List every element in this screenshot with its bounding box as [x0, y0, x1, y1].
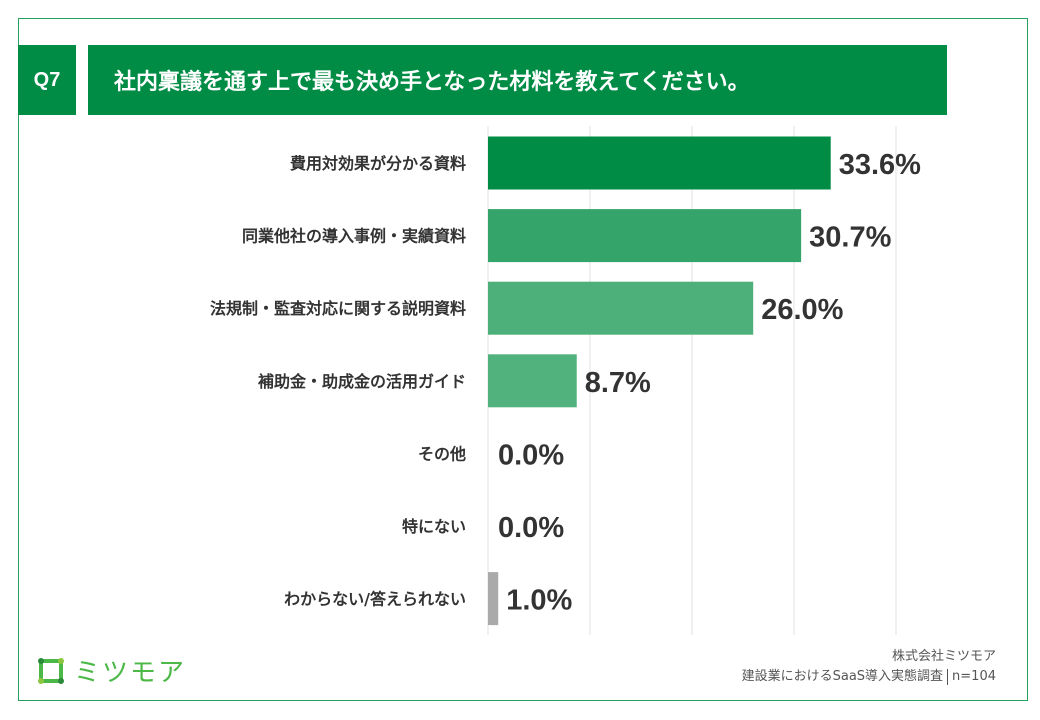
question-title: 社内稟議を通す上で最も決め手となった材料を教えてください。 [88, 45, 947, 115]
data-label: 30.7% [809, 222, 891, 254]
category-label: 法規制・監査対応に関する説明資料 [210, 299, 466, 318]
category-label: 費用対効果が分かる資料 [290, 154, 466, 173]
data-label: 0.0% [498, 439, 564, 471]
frame [18, 18, 1028, 701]
bar [488, 354, 577, 408]
category-label: わからない/答えられない [284, 590, 466, 609]
survey-name: 建設業におけるSaaS導入実態調査 [741, 669, 944, 684]
company-name: 株式会社ミツモア [891, 649, 996, 664]
data-label: 26.0% [761, 294, 843, 326]
sample-size: n=104 [952, 669, 996, 684]
data-label: 33.6% [839, 149, 921, 181]
logo: ミツモア [36, 652, 186, 689]
bar [488, 281, 754, 335]
bar [488, 572, 499, 626]
data-label: 0.0% [498, 512, 564, 544]
category-label: その他 [418, 444, 466, 463]
divider [947, 668, 949, 685]
footer-info: 株式会社ミツモア 建設業におけるSaaS導入実態調査 n=104 [742, 647, 996, 687]
category-label: 同業他社の導入事例・実績資料 [242, 227, 466, 246]
category-label: 補助金・助成金の活用ガイド [257, 372, 466, 391]
category-label: 特にない [402, 517, 466, 536]
bar [488, 136, 831, 190]
question-number: Q7 [18, 45, 76, 115]
bar [488, 209, 802, 263]
logo-icon [38, 657, 64, 684]
data-label: 8.7% [585, 367, 651, 399]
data-label: 1.0% [506, 585, 572, 617]
logo-text: ミツモア [74, 658, 187, 688]
